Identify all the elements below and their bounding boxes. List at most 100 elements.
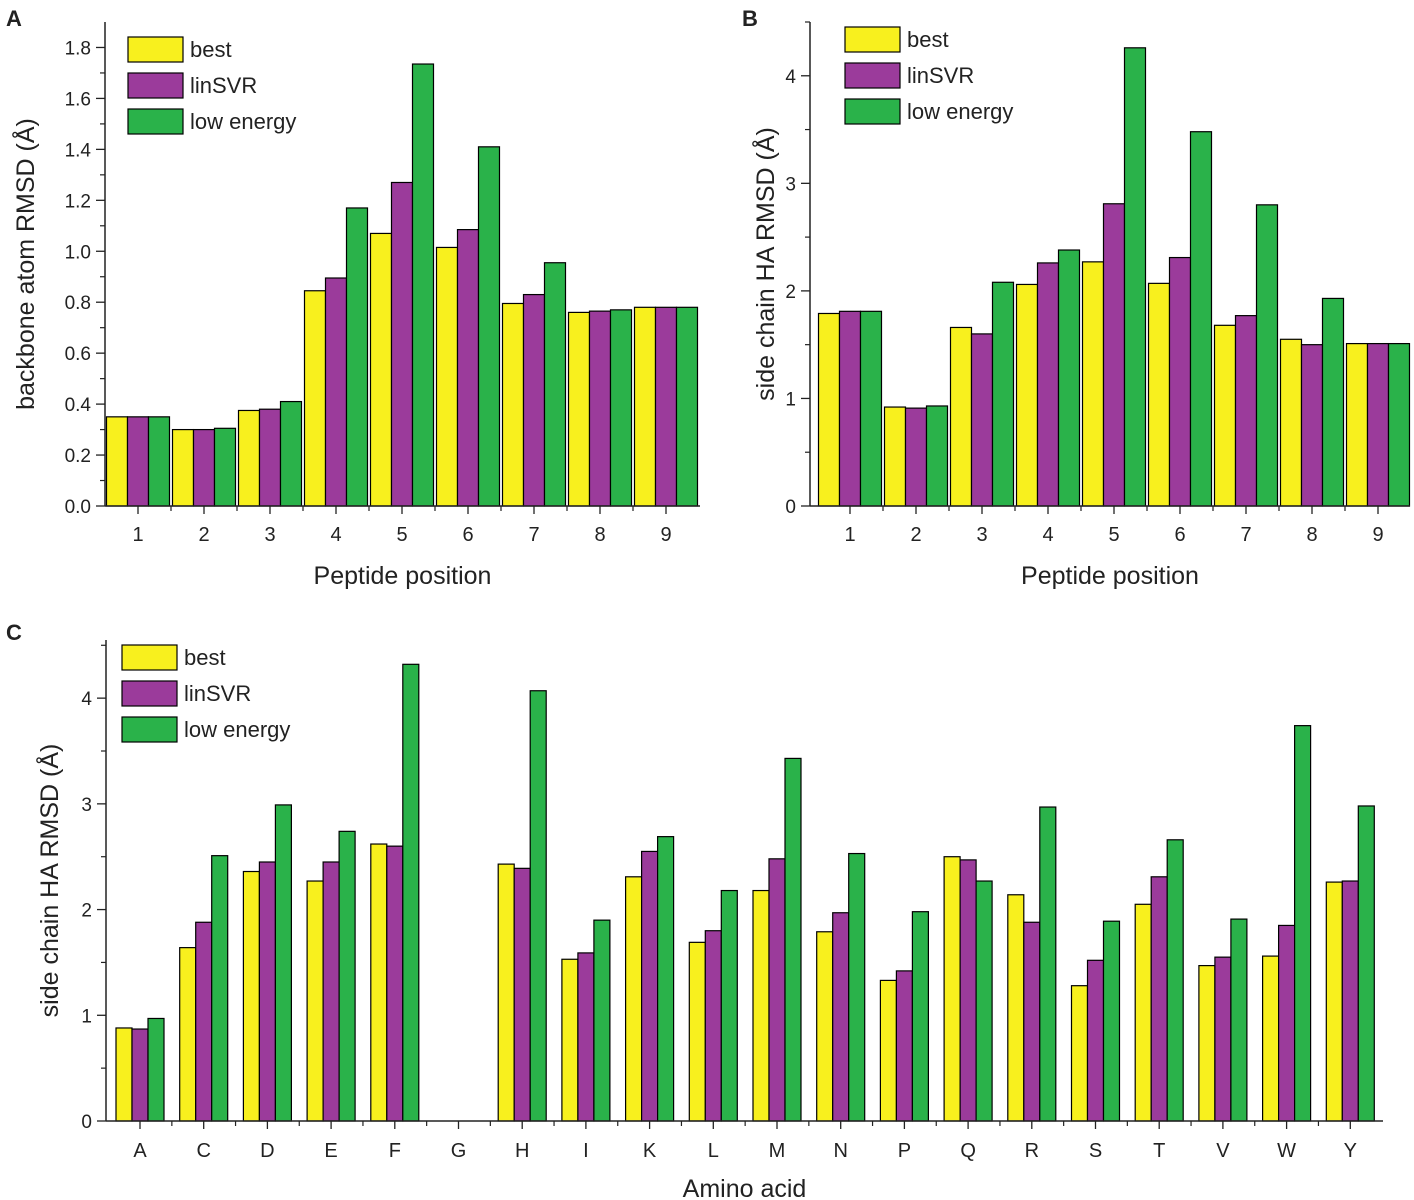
bar-best-6 <box>435 246 459 507</box>
bar-best-5 <box>369 232 393 507</box>
bar-best-1 <box>817 312 841 507</box>
y-tick-label: 0.2 <box>65 446 91 467</box>
x-tick-label: Y <box>1344 1140 1357 1162</box>
bar-best-7 <box>1213 324 1237 507</box>
bar-low-energy-4 <box>1057 249 1081 507</box>
bar-best-1 <box>105 416 129 507</box>
bar-linSVR-3 <box>258 408 282 507</box>
bar-low-energy-2 <box>925 405 949 507</box>
bar-low-energy-6 <box>477 146 501 507</box>
bar-low-energy-1 <box>859 310 883 507</box>
legend-label-low-energy: low energy <box>190 109 296 134</box>
x-tick-label: R <box>1025 1140 1039 1162</box>
bar-linSVR-7 <box>522 293 546 507</box>
bar-low-energy-3 <box>279 400 303 507</box>
y-tick-label: 3 <box>81 795 92 816</box>
bar-best-D <box>242 870 260 1122</box>
bar-best-A <box>115 1027 133 1122</box>
bar-low-energy-F <box>402 663 420 1122</box>
bar-linSVR-2 <box>904 407 928 507</box>
bar-low-energy-I <box>593 919 611 1122</box>
bar-linSVR-R <box>1023 921 1041 1122</box>
legend-swatch-linSVR <box>121 680 178 707</box>
legend-swatch-linSVR <box>844 62 901 89</box>
x-tick-label: 1 <box>844 524 855 546</box>
x-axis-title: Peptide position <box>314 562 492 590</box>
bar-best-V <box>1198 964 1216 1122</box>
x-tick-label: 4 <box>330 524 341 546</box>
x-tick-label: 4 <box>1042 524 1053 546</box>
x-tick-label: 7 <box>528 524 539 546</box>
x-axis-title: Amino acid <box>683 1175 807 1200</box>
y-tick-label: 1.0 <box>65 242 91 263</box>
legend-label-low-energy: low energy <box>907 99 1013 124</box>
bar-linSVR-1 <box>126 416 150 507</box>
bar-linSVR-1 <box>838 310 862 507</box>
bar-linSVR-E <box>322 861 340 1122</box>
x-tick-label: 9 <box>660 524 671 546</box>
legend: best linSVR low energy <box>127 36 296 135</box>
x-tick-label: N <box>833 1140 847 1162</box>
legend-label-linSVR: linSVR <box>184 681 251 706</box>
x-tick-label: 8 <box>594 524 605 546</box>
x-tick-label: 8 <box>1306 524 1317 546</box>
bar-linSVR-L <box>704 930 722 1122</box>
bar-linSVR-F <box>386 845 404 1122</box>
y-axis-title: backbone atom RMSD (Å) <box>10 118 40 410</box>
bar-best-4 <box>303 290 327 507</box>
bar-low-energy-D <box>274 804 292 1122</box>
bar-low-energy-8 <box>1321 297 1345 507</box>
bar-linSVR-7 <box>1234 315 1258 507</box>
bar-best-I <box>561 958 579 1122</box>
legend-swatch-low-energy <box>121 716 178 743</box>
y-tick-label: 0 <box>81 1112 92 1133</box>
bar-low-energy-S <box>1102 920 1121 1122</box>
bar-best-3 <box>949 326 973 507</box>
legend-swatch-best <box>121 644 178 671</box>
x-tick-label: 2 <box>910 524 921 546</box>
panel-label: A <box>6 6 22 31</box>
bar-best-H <box>497 863 515 1122</box>
x-tick-label: Q <box>960 1140 976 1162</box>
bar-best-S <box>1070 985 1089 1122</box>
bar-low-energy-5 <box>1123 47 1147 507</box>
bar-linSVR-Q <box>959 859 977 1122</box>
x-tick-label: S <box>1089 1140 1102 1162</box>
legend-swatch-best <box>844 26 901 53</box>
bar-low-energy-7 <box>543 262 567 507</box>
y-tick-label: 1 <box>81 1006 92 1027</box>
x-tick-label: G <box>451 1140 467 1162</box>
bar-low-energy-A <box>147 1017 165 1122</box>
bar-linSVR-P <box>895 970 914 1122</box>
bar-best-W <box>1261 955 1280 1122</box>
bar-low-energy-9 <box>675 306 699 507</box>
x-tick-label: A <box>133 1140 147 1162</box>
legend-label-best: best <box>184 645 226 670</box>
bar-best-M <box>752 889 770 1122</box>
bar-linSVR-5 <box>390 181 414 507</box>
bar-best-F <box>370 843 388 1122</box>
x-tick-label: 2 <box>198 524 209 546</box>
chart-panel-b: B 0 1 2 3 4 1 2 3 4 5 6 7 8 9 Peptide position side chai… <box>742 6 1411 590</box>
bar-best-Q <box>943 856 961 1122</box>
bar-linSVR-4 <box>324 277 348 507</box>
x-tick-label: V <box>1216 1140 1230 1162</box>
y-tick-label: 4 <box>785 67 796 88</box>
bar-best-5 <box>1081 261 1105 507</box>
bar-best-8 <box>567 311 591 507</box>
bar-low-energy-T <box>1166 839 1184 1122</box>
legend: best linSVR low energy <box>121 644 290 743</box>
panel-label: C <box>6 620 22 645</box>
bar-linSVR-S <box>1086 959 1105 1122</box>
bar-linSVR-4 <box>1036 262 1060 507</box>
y-tick-label: 1.4 <box>65 140 92 161</box>
x-tick-label: 5 <box>396 524 407 546</box>
bar-best-8 <box>1279 338 1303 507</box>
y-tick-label: 2 <box>785 282 796 303</box>
bar-low-energy-7 <box>1255 204 1279 507</box>
bar-linSVR-D <box>258 861 276 1122</box>
bar-best-C <box>179 947 197 1122</box>
bar-linSVR-I <box>577 952 595 1122</box>
x-tick-label: P <box>898 1140 911 1162</box>
